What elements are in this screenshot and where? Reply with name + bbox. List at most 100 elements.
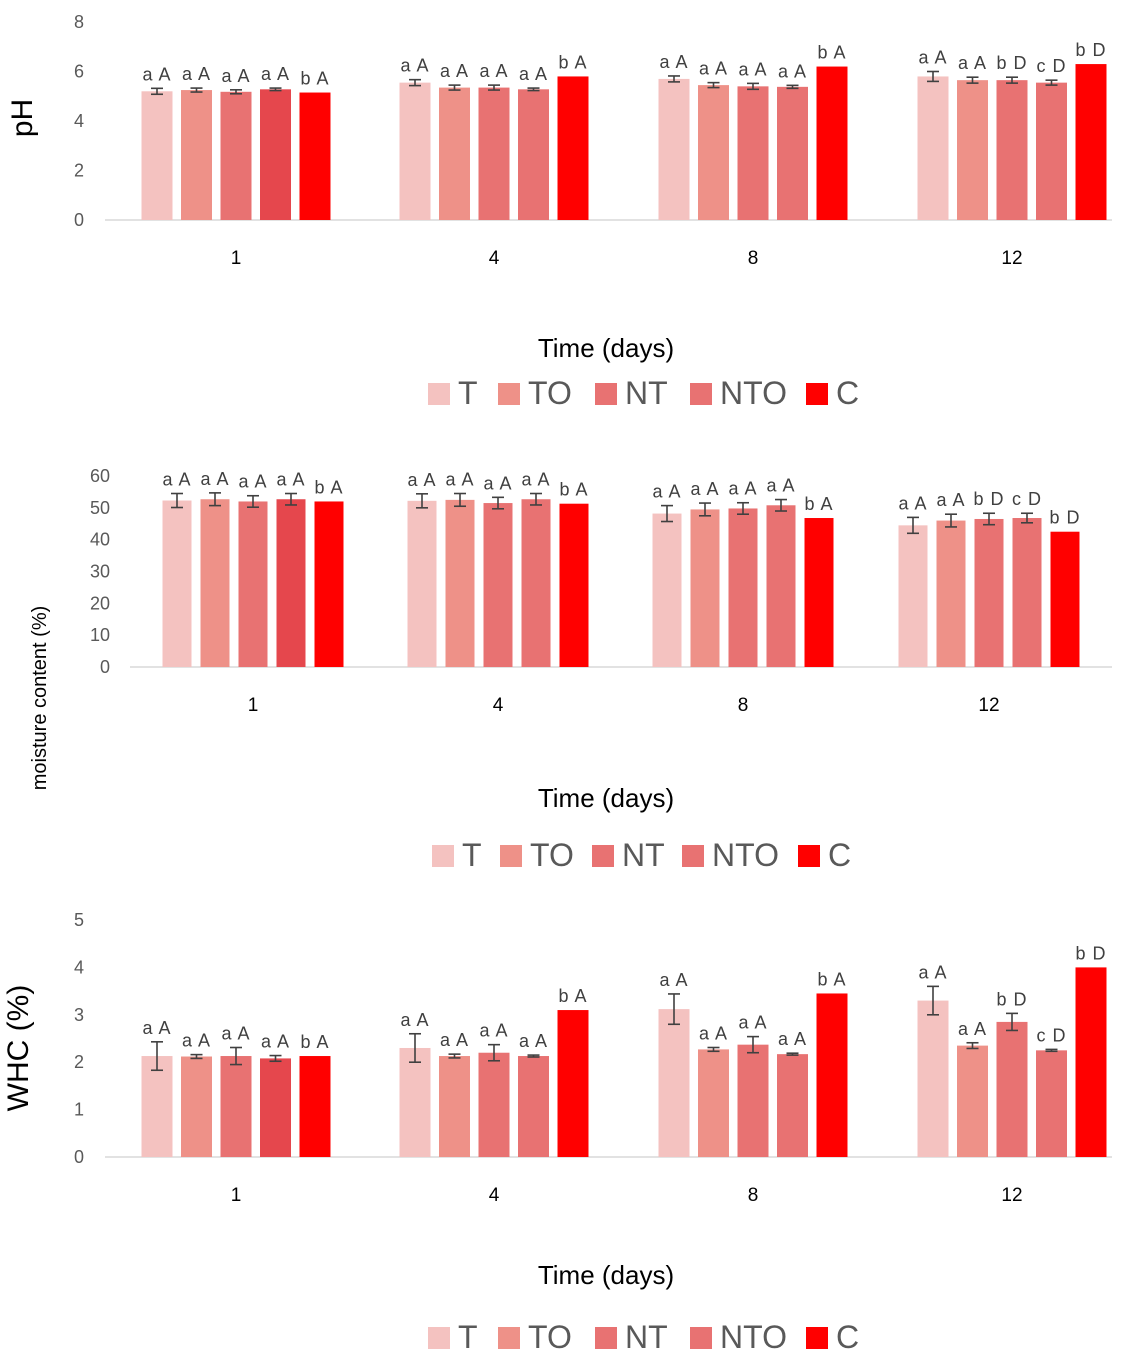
y-tick-label: 4 xyxy=(74,957,84,977)
bar-c-8 xyxy=(816,993,848,1157)
legend-swatch-nt xyxy=(592,845,614,867)
significance-label: b A xyxy=(817,43,846,63)
bar-to-4 xyxy=(439,87,470,221)
significance-label: a A xyxy=(400,1010,429,1030)
bar-nt-1 xyxy=(220,91,252,220)
significance-label: b A xyxy=(558,52,587,72)
x-tick-label: 12 xyxy=(1001,248,1022,269)
y-tick-label: 5 xyxy=(74,910,84,930)
y-tick-label: 10 xyxy=(90,625,110,645)
bar-nto-1 xyxy=(260,89,291,220)
significance-label: c D xyxy=(1037,56,1067,76)
significance-label: b D xyxy=(973,489,1004,509)
significance-label: a A xyxy=(738,1013,767,1033)
legend-swatch-t xyxy=(428,1327,450,1349)
bar-c-4 xyxy=(557,1010,589,1157)
significance-label: b A xyxy=(559,480,588,500)
y-tick-label: 0 xyxy=(74,210,84,230)
significance-label: a A xyxy=(699,59,728,79)
bar-t-12 xyxy=(917,1000,949,1157)
y-tick-label: 1 xyxy=(74,1100,84,1120)
moisture-chart-panel: 0 10 20 30 40 50 60 a A a A a A a A a A a A a A a A a A… xyxy=(0,440,1132,880)
legend-label-t: T xyxy=(458,375,478,411)
bar-to-4 xyxy=(445,499,475,667)
significance-label: a A xyxy=(659,970,688,990)
bar-c-1 xyxy=(299,92,331,220)
y-axis-title: WHC (%) xyxy=(2,985,35,1112)
legend-swatch-nto xyxy=(690,383,712,405)
bar-c-1 xyxy=(299,1056,331,1157)
bar-c-12 xyxy=(1075,967,1107,1157)
legend-swatch-c xyxy=(806,1327,828,1349)
x-tick-label: 4 xyxy=(489,248,500,269)
y-tick-label: 4 xyxy=(74,111,84,131)
significance-label: a A xyxy=(918,962,947,982)
significance-label: c D xyxy=(1037,1025,1067,1045)
x-tick-label: 8 xyxy=(738,695,749,716)
bar-c-8 xyxy=(804,518,834,667)
significance-label: a A xyxy=(483,473,512,493)
significance-label: b D xyxy=(1075,943,1106,963)
bar-nt-8 xyxy=(737,1044,769,1157)
bar-nto-1 xyxy=(260,1058,291,1157)
significance-label: a A xyxy=(519,64,548,84)
significance-label: b D xyxy=(1049,508,1080,528)
ph-chart: 0 2 4 6 8 a A a A a A a A a A a A a A a A a A a A a A b … xyxy=(6,12,1112,411)
x-tick-label: 1 xyxy=(231,248,242,269)
bar-nto-8 xyxy=(777,1054,808,1157)
bar-nt-4 xyxy=(478,87,510,221)
legend-label-c: C xyxy=(836,1319,859,1349)
significance-label: b D xyxy=(1075,40,1106,60)
bar-nt-1 xyxy=(238,501,268,667)
significance-label: a A xyxy=(276,470,305,490)
bar-nt-12 xyxy=(974,518,1004,667)
significance-label: b A xyxy=(314,477,343,497)
bar-t-4 xyxy=(399,82,431,220)
bar-to-1 xyxy=(200,499,230,667)
bar-nt-1 xyxy=(220,1056,252,1157)
bar-nto-4 xyxy=(521,499,551,667)
significance-label: a A xyxy=(182,1031,211,1051)
bar-c-12 xyxy=(1075,64,1107,220)
y-tick-label: 50 xyxy=(90,498,110,518)
significance-label: a A xyxy=(479,1021,508,1041)
bar-nt-12 xyxy=(996,1021,1028,1157)
bar-c-4 xyxy=(557,76,589,220)
significance-label: a A xyxy=(200,469,229,489)
significance-label: c D xyxy=(1012,489,1042,509)
bar-nt-4 xyxy=(483,503,513,667)
bar-to-4 xyxy=(439,1056,470,1157)
significance-label: b A xyxy=(817,969,846,989)
y-tick-label: 8 xyxy=(74,12,84,32)
legend-swatch-t xyxy=(432,845,454,867)
bar-t-4 xyxy=(399,1047,431,1157)
legend-swatch-to xyxy=(500,845,522,867)
moisture-chart: 0 10 20 30 40 50 60 a A a A a A a A a A a A a A a A a A… xyxy=(29,466,1112,873)
significance-label: a A xyxy=(238,472,267,492)
y-tick-label: 30 xyxy=(90,562,110,582)
legend-label-to: TO xyxy=(530,837,574,873)
legend-label-nt: NT xyxy=(625,375,668,411)
bar-to-8 xyxy=(690,509,720,667)
significance-label: a A xyxy=(958,53,987,73)
x-tick-label: 4 xyxy=(489,1185,500,1206)
bar-c-1 xyxy=(314,501,344,667)
bar-to-12 xyxy=(957,80,988,220)
x-tick-label: 12 xyxy=(978,695,999,716)
bar-t-1 xyxy=(141,1056,173,1157)
significance-label: a A xyxy=(142,1018,171,1038)
significance-label: a A xyxy=(778,61,807,81)
legend-label-t: T xyxy=(458,1319,478,1349)
significance-label: a A xyxy=(958,1019,987,1039)
x-tick-label: 1 xyxy=(231,1185,242,1206)
bar-to-8 xyxy=(698,1049,729,1157)
legend-label-nto: NTO xyxy=(712,837,779,873)
x-tick-label: 8 xyxy=(748,248,759,269)
legend-label-t: T xyxy=(462,837,482,873)
significance-label: a A xyxy=(400,56,429,76)
bar-t-12 xyxy=(898,525,928,667)
bar-t-8 xyxy=(658,78,690,220)
legend-label-to: TO xyxy=(528,1319,572,1349)
bar-nto-8 xyxy=(766,505,796,667)
bar-to-12 xyxy=(957,1045,988,1157)
